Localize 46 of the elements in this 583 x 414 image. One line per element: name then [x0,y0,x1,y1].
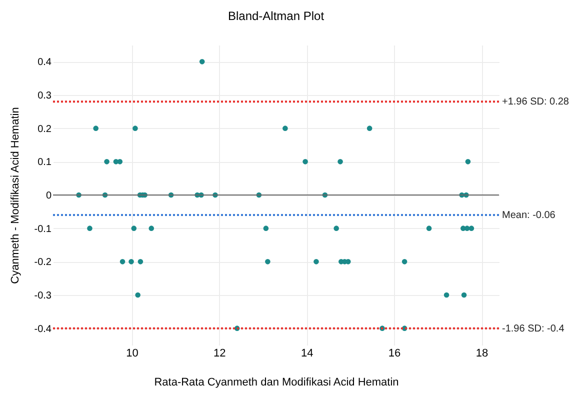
point [426,226,432,231]
point [444,292,450,298]
chart-title: Bland-Altman Plot [228,9,325,23]
y-tick-label: -0.3 [34,290,52,302]
x-tick-label: 16 [388,348,401,360]
point [265,259,270,264]
y-tick-label: 0.3 [38,90,52,102]
point [120,259,126,264]
point [282,126,288,131]
point [87,226,92,231]
x-axis-title: Rata-Rata Cyanmeth dan Modifikasi Acid Hematin [154,376,399,388]
point [465,159,471,164]
point [338,159,343,164]
ref-line-label: -1.96 SD: -0.4 [502,323,565,334]
point [346,259,351,264]
point [132,126,138,131]
point [263,226,269,231]
point [135,292,140,298]
y-tick-label: -0.2 [34,257,52,268]
point [366,126,372,131]
ref-line-label: +1.96 SD: 0.28 [502,96,570,108]
y-tick-label: 0.4 [38,57,52,68]
y-tick-label: 0.1 [38,157,52,168]
point [138,259,144,264]
y-tick-label: 0 [46,190,52,202]
x-tick-label: 10 [126,348,138,360]
point [131,226,137,231]
point [148,226,154,231]
point [468,226,474,231]
y-tick-label: -0.4 [34,324,52,335]
point [461,292,467,298]
x-tick-label: 14 [300,348,314,360]
point [104,159,110,164]
point [199,59,205,64]
y-tick-label: 0.2 [38,124,52,135]
x-tick-label: 18 [476,348,488,360]
y-tick-label: -0.1 [34,224,52,235]
point [402,259,408,264]
ref-line-label: Mean: -0.06 [502,210,556,221]
point [334,226,339,231]
y-axis-title: Cyanmeth - Modifikasi Acid Hematin [9,107,22,284]
point [93,126,98,131]
point [314,259,319,264]
x-tick-label: 12 [214,348,226,360]
point [128,259,134,264]
point [302,159,308,164]
